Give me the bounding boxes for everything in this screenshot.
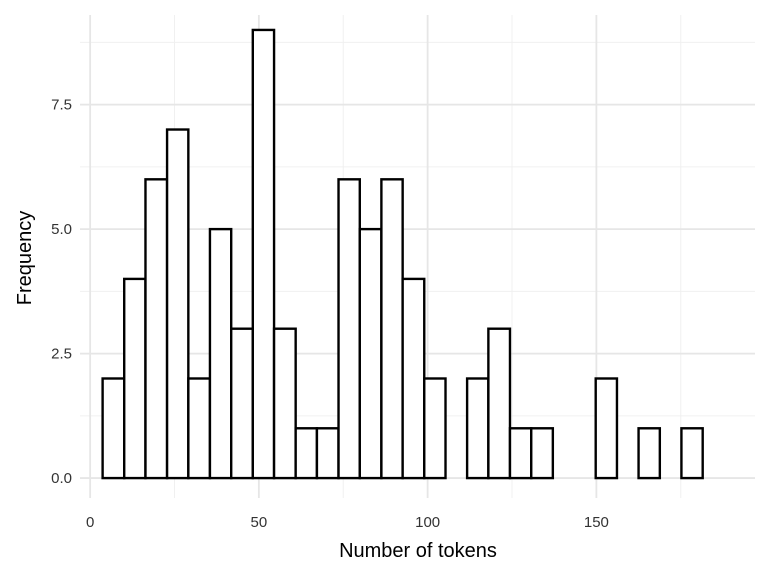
- histogram-bar: [229, 327, 254, 480]
- histogram-bar: [530, 427, 555, 480]
- y-tick-label: 7.5: [51, 97, 72, 114]
- histogram-bar: [187, 377, 212, 480]
- histogram-bar: [208, 227, 233, 480]
- y-tick-label: 0.0: [51, 470, 72, 487]
- x-tick-label: 0: [86, 514, 94, 531]
- histogram-bar: [680, 427, 704, 480]
- histogram-bar: [594, 377, 619, 480]
- y-axis-tick-labels: 0.0 2.5 5.0 7.5: [51, 97, 72, 487]
- histogram-bar: [358, 227, 383, 480]
- histogram-bar: [165, 128, 190, 480]
- histogram-bar: [465, 377, 490, 480]
- histogram-bar: [251, 28, 276, 480]
- x-tick-label: 50: [251, 514, 268, 531]
- x-tick-label: 100: [415, 514, 440, 531]
- x-axis-tick-labels: 0 50 100 150: [86, 514, 609, 531]
- histogram-bar: [401, 277, 426, 480]
- histogram-bar: [508, 427, 533, 480]
- histogram-bar: [637, 427, 662, 480]
- histogram-bar: [123, 277, 147, 480]
- histogram-bar: [144, 178, 169, 480]
- x-tick-label: 150: [584, 514, 609, 531]
- y-tick-label: 2.5: [51, 346, 72, 363]
- histogram-bar: [380, 178, 404, 480]
- y-tick-label: 5.0: [51, 221, 72, 238]
- histogram-bar: [487, 327, 512, 480]
- histogram-bar: [272, 327, 297, 480]
- histogram-bar: [101, 377, 126, 480]
- histogram-bar: [423, 377, 447, 480]
- histogram-bar: [315, 427, 340, 480]
- histogram-bars: [101, 28, 704, 480]
- x-axis-title: Number of tokens: [339, 540, 497, 562]
- histogram-bar: [337, 178, 361, 480]
- histogram-bar: [294, 427, 319, 480]
- y-axis-title: Frequency: [14, 211, 36, 306]
